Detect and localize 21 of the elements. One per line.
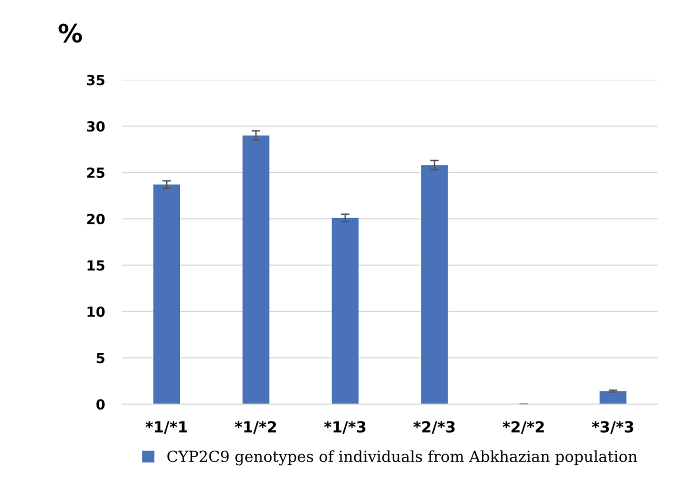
y-tick-label: 35 [86, 74, 104, 86]
y-axis-title: % [58, 24, 82, 43]
x-tick-label: *1/*1 [146, 421, 188, 434]
bar [421, 165, 448, 404]
bar [242, 135, 270, 404]
y-tick-label: 10 [88, 306, 105, 317]
x-tick-label: *3/*3 [592, 421, 634, 434]
bar [332, 218, 359, 404]
x-tick-label: *1/*3 [324, 421, 366, 434]
y-tick-label: 20 [87, 214, 105, 224]
x-tick-label: *2/*2 [502, 421, 544, 434]
y-tick-label: 0 [96, 399, 105, 410]
x-tick-label: *1/*2 [234, 421, 276, 434]
y-tick-label: 5 [96, 352, 104, 364]
bar [600, 391, 626, 404]
legend-label: CYP2C9 genotypes of individuals from Abkhazian population [167, 450, 638, 466]
y-tick-label: 25 [87, 167, 104, 178]
bar [153, 184, 180, 404]
y-tick-label: 15 [88, 260, 104, 271]
y-tick-label: 30 [86, 121, 105, 132]
x-tick-label: *2/*3 [413, 421, 455, 434]
